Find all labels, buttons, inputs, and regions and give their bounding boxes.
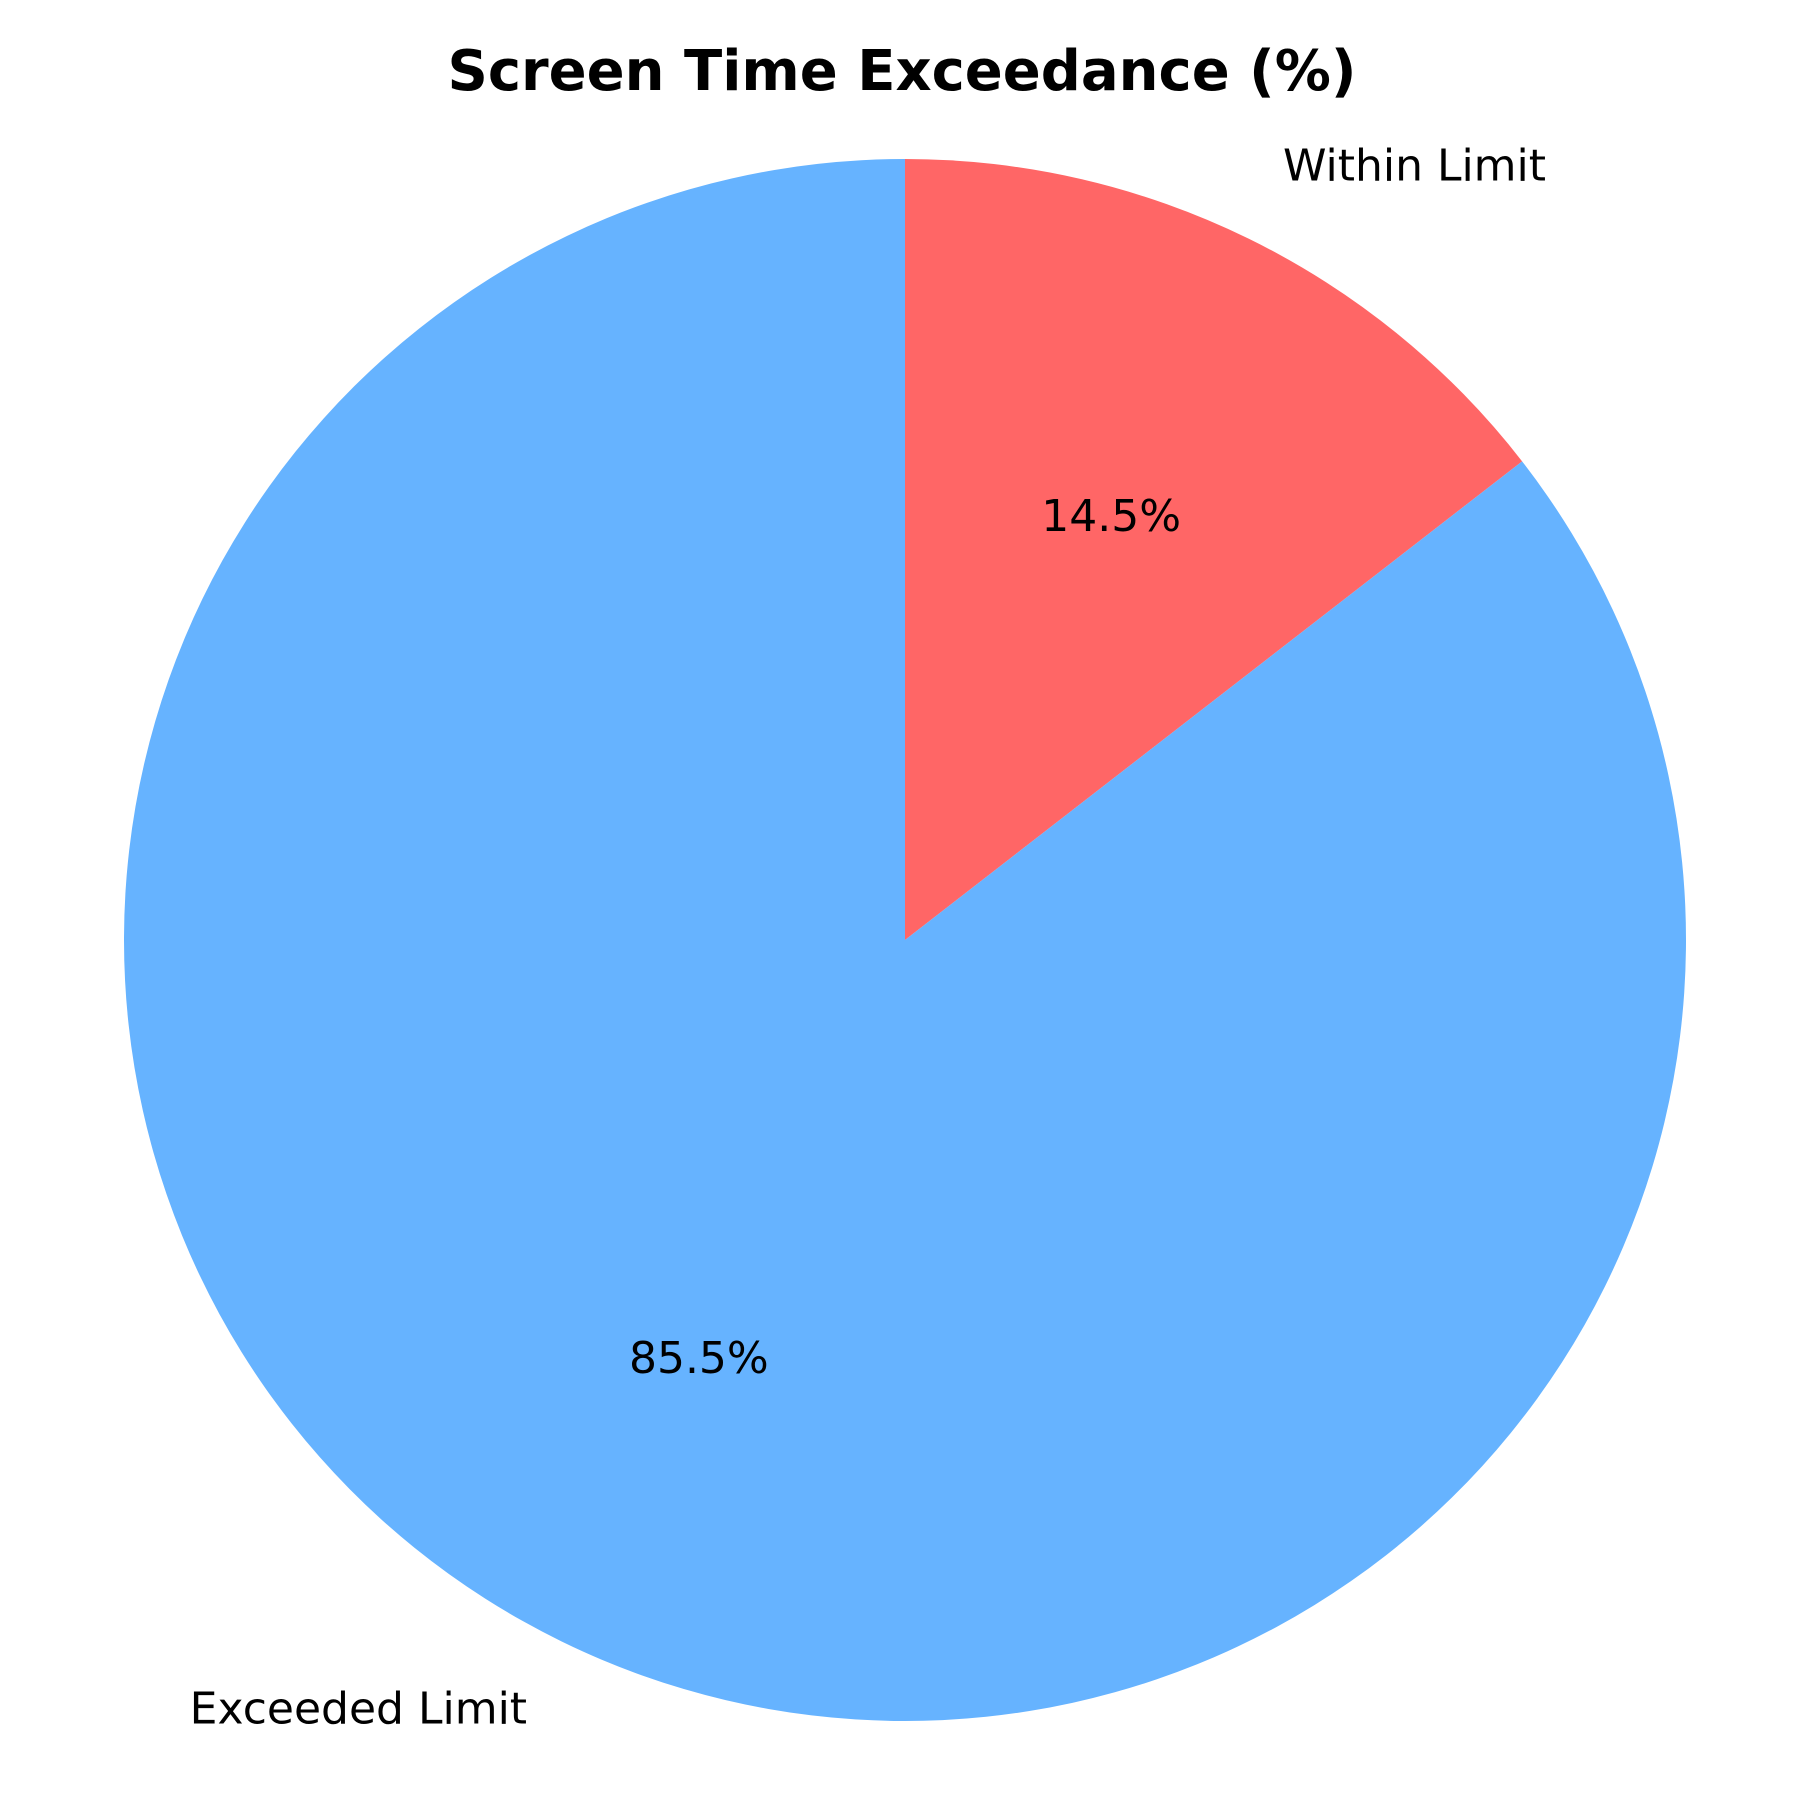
slice-percent-within-limit: 14.5% — [1041, 491, 1181, 542]
chart-title: Screen Time Exceedance (%) — [448, 39, 1357, 104]
pie-labels: Within Limit 14.5% Exceeded Limit 85.5% — [190, 141, 1546, 1735]
slice-label-exceeded-limit: Exceeded Limit — [190, 1683, 527, 1734]
slice-label-within-limit: Within Limit — [1283, 141, 1546, 192]
slice-percent-exceeded-limit: 85.5% — [629, 1333, 769, 1384]
pie-slices — [123, 159, 1687, 1721]
pie-slice-within-limit — [905, 159, 1523, 940]
pie-slice-exceeded-limit — [123, 159, 1687, 1721]
